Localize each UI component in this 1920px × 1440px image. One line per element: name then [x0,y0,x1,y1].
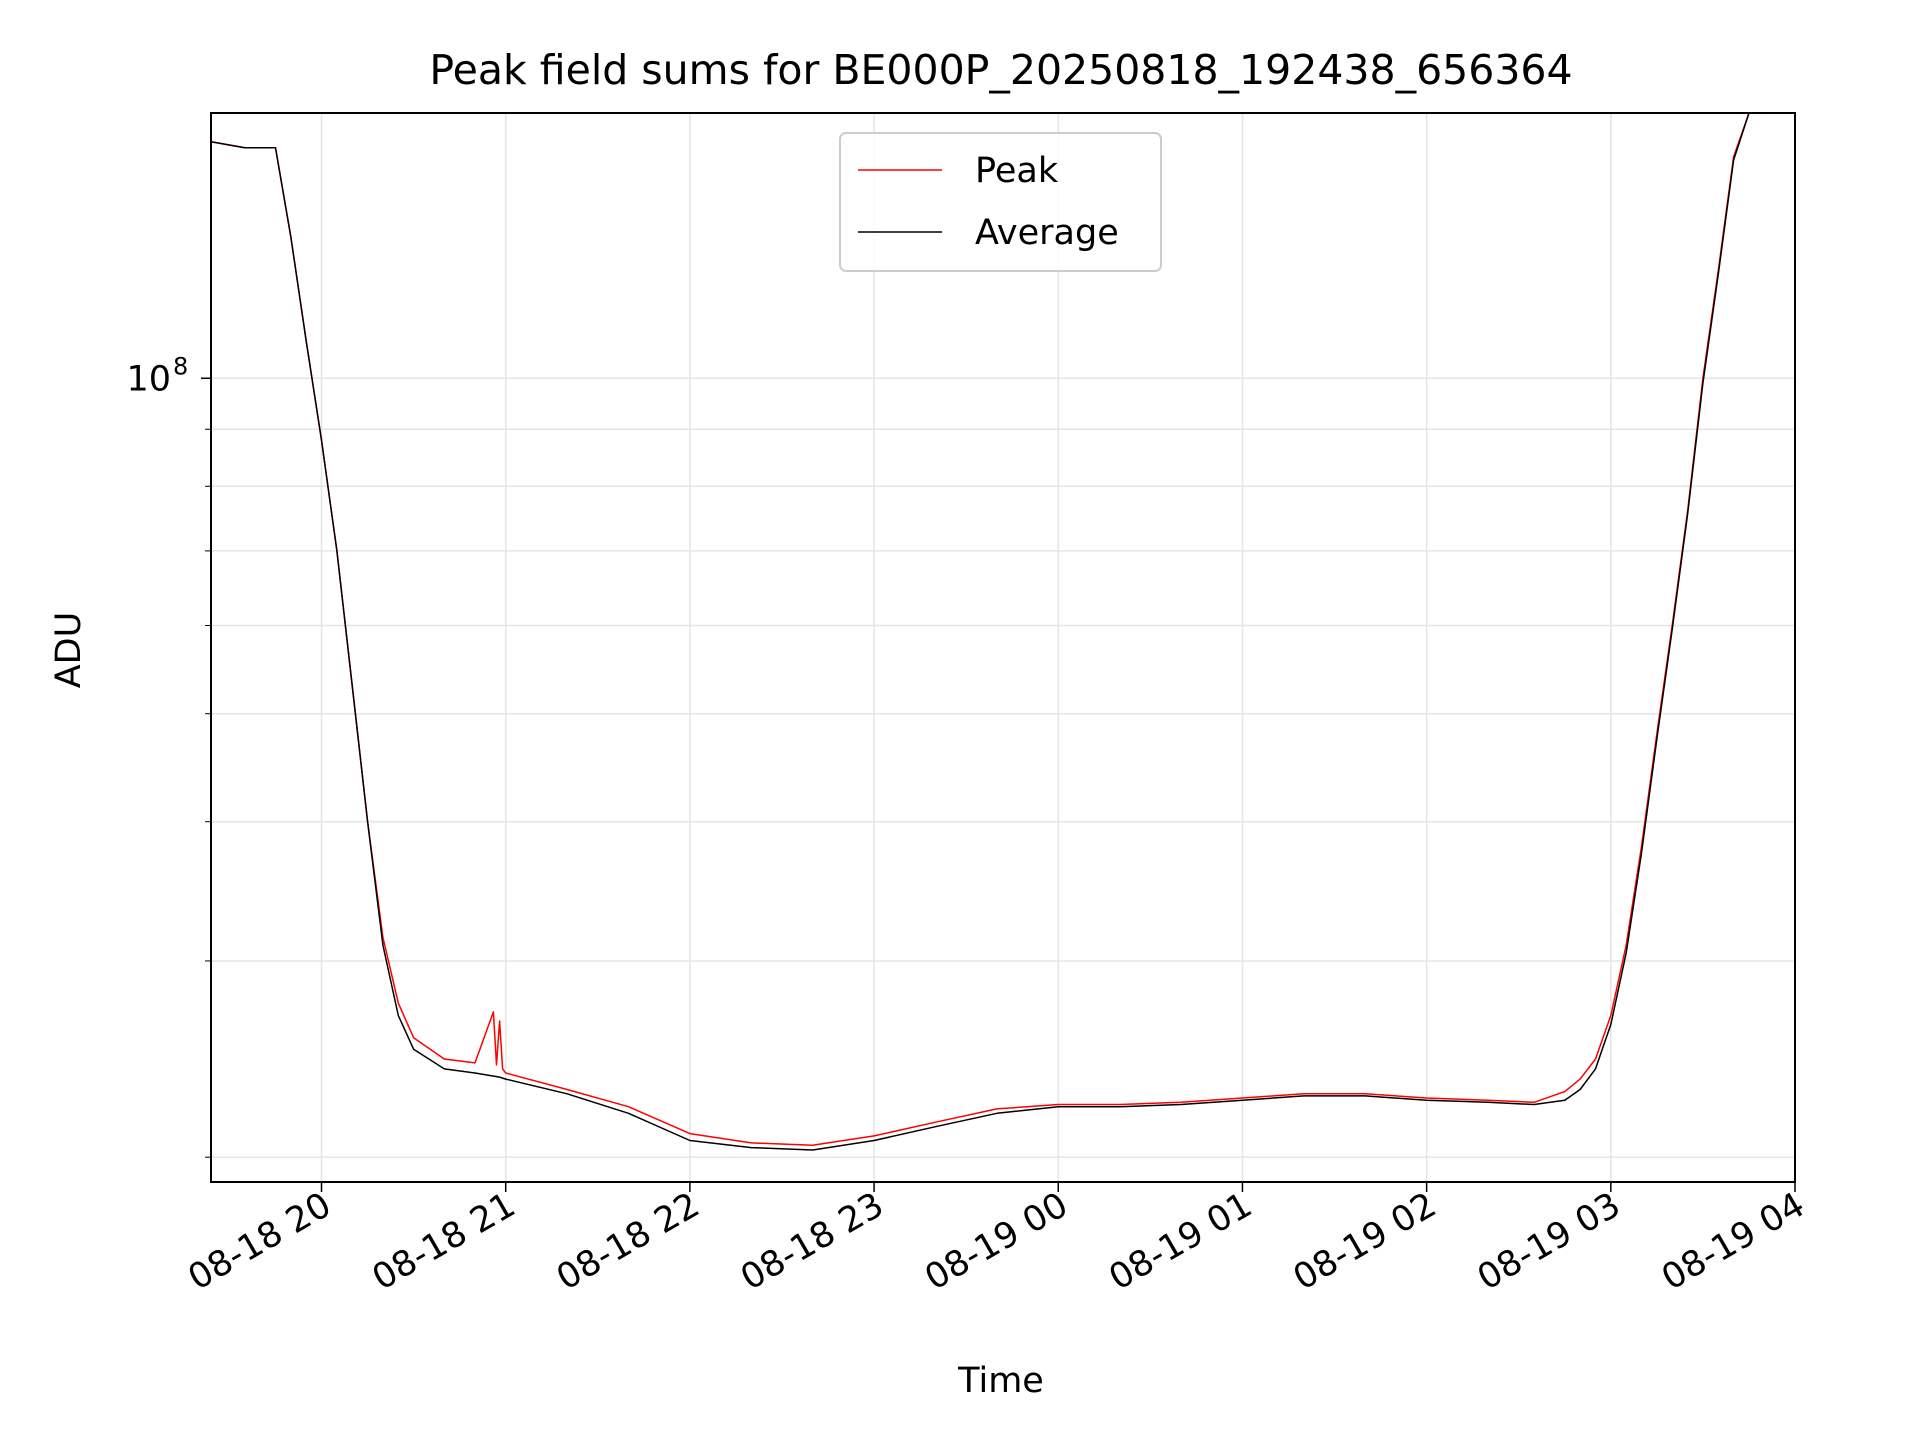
series-line-average [211,113,1750,1151]
legend-label-peak: Peak [975,151,1059,191]
y-tick-label: 10 [126,359,171,399]
x-axis-label: Time [957,1361,1044,1401]
legend-box [839,132,1162,272]
series-layer [211,113,1750,1151]
chart-title: Peak field sums for BE000P_20250818_1924… [429,46,1572,94]
plot-frame [210,112,1796,1183]
y-tick-label-exponent: 8 [173,352,188,380]
legend: Peak Average [839,132,1162,272]
y-axis-label: ADU [49,612,89,689]
y-axis-ticks: 10 8 [126,352,211,1158]
legend-label-average: Average [975,213,1119,253]
